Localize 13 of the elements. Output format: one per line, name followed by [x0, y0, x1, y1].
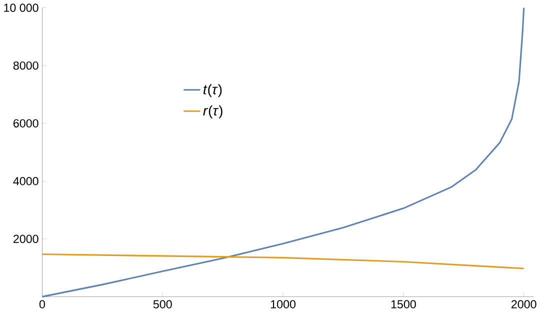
legend-label: r(τ) — [203, 105, 222, 118]
x-tick-label: 0 — [39, 300, 46, 308]
y-tick-label: 2000 — [14, 234, 38, 244]
x-tick-label: 500 — [153, 300, 172, 308]
y-tick-label: 6000 — [14, 119, 38, 128]
y-tick-label: 8000 — [13, 62, 38, 70]
x-tick-label: 1000 — [270, 300, 296, 308]
legend-label: t(τ) — [204, 84, 222, 98]
x-tick-label: 1500 — [391, 300, 416, 308]
y-tick-label: 10 000 — [4, 4, 38, 12]
y-tick-label: 4000 — [13, 177, 38, 186]
x-tick-label: 2000 — [511, 300, 536, 308]
line-series — [41, 254, 525, 270]
